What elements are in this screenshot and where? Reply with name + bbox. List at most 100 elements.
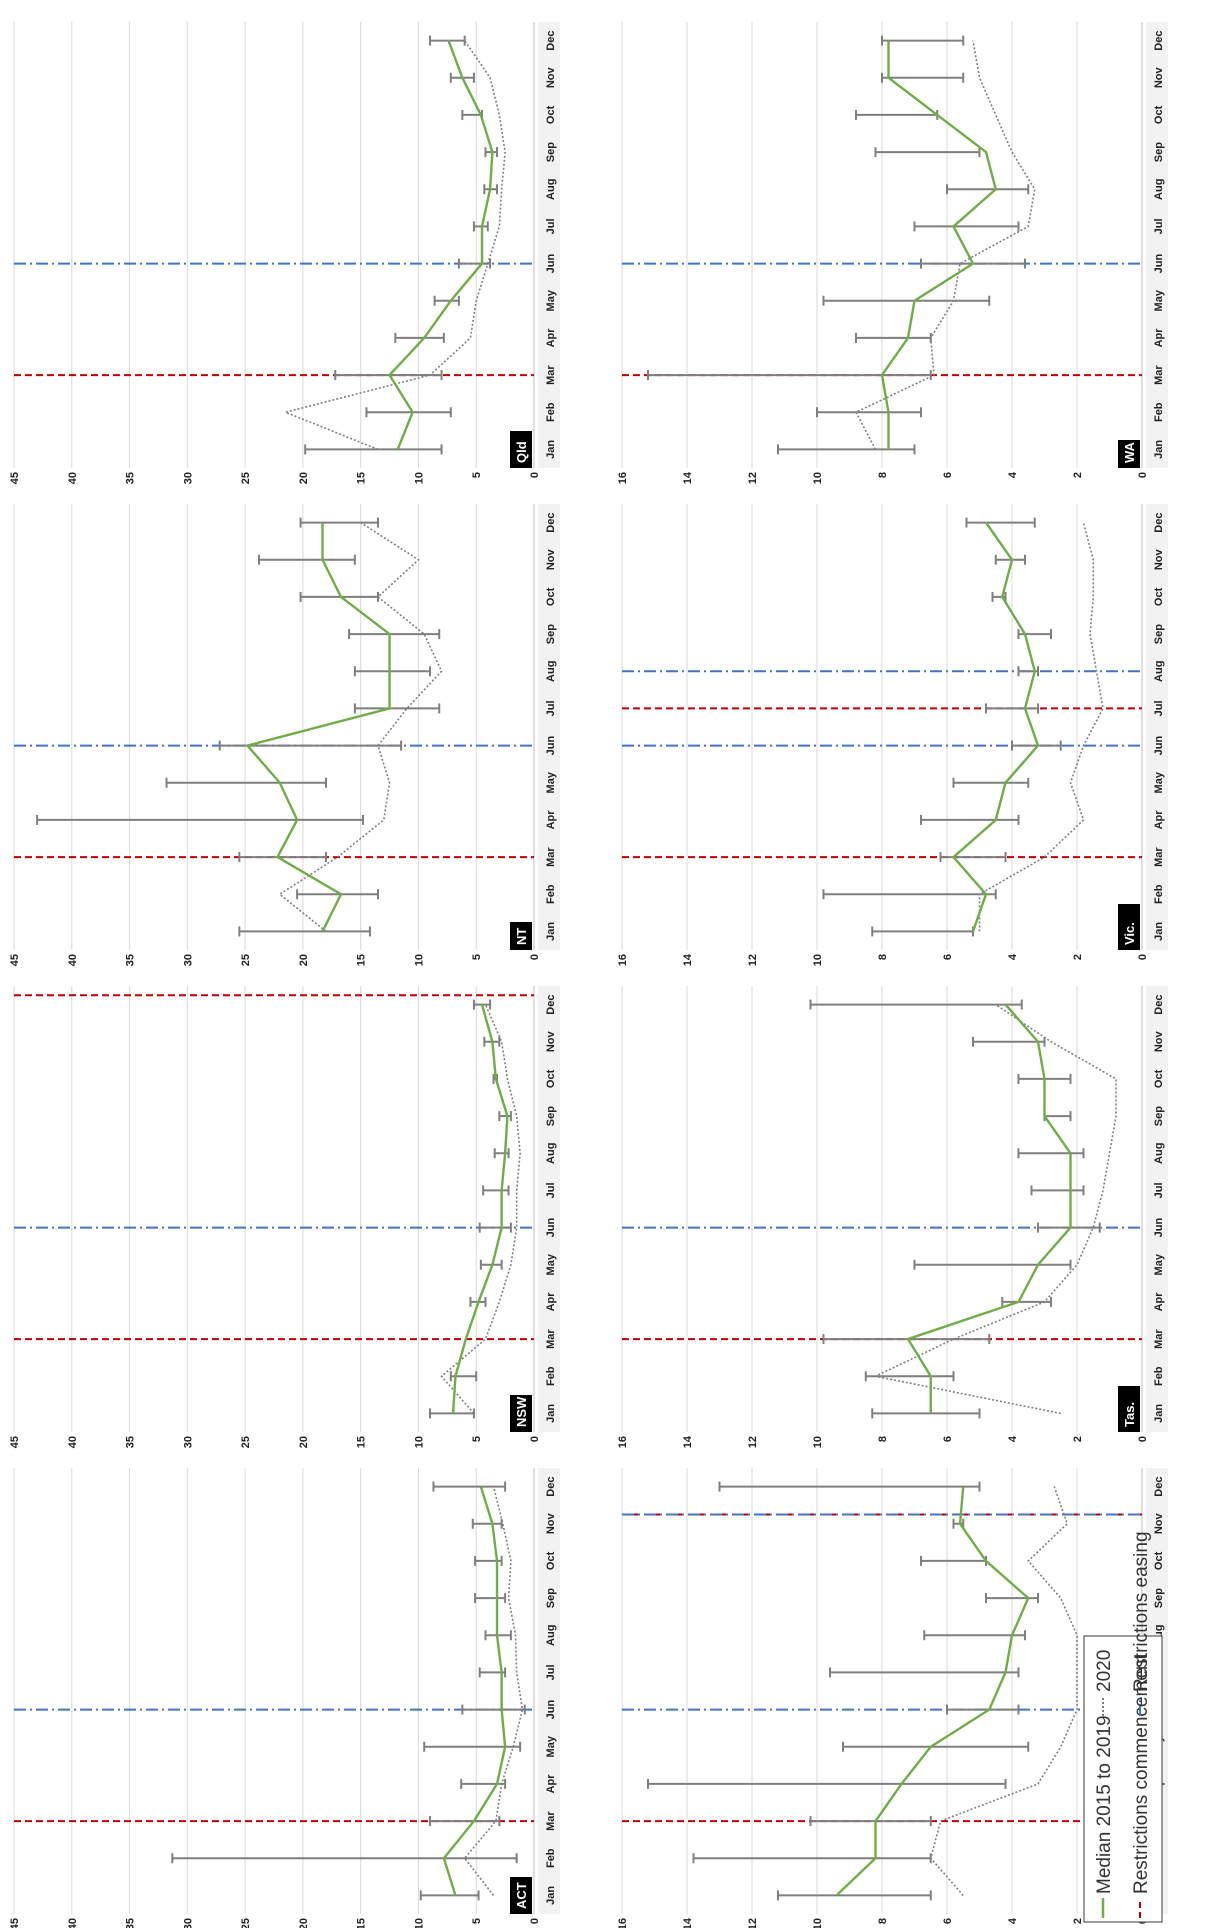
x-tick-label: Apr (545, 810, 557, 830)
series-2020-line (929, 1486, 1078, 1896)
x-tick-label: Jan (545, 1404, 557, 1423)
y-tick-label: 5 (471, 1436, 483, 1442)
x-tick-label: Mar (545, 1811, 557, 1831)
x-tick-label: Apr (545, 1774, 557, 1794)
category-strip (538, 22, 560, 468)
x-tick-label: Nov (1153, 1030, 1165, 1052)
x-tick-label: Aug (1153, 661, 1165, 682)
y-tick-label: 4 (1007, 953, 1019, 960)
x-tick-label: Feb (545, 1848, 557, 1868)
series-2020-line (440, 1004, 521, 1414)
x-tick-label: Feb (1153, 884, 1165, 904)
state-label: ACT (514, 1882, 529, 1909)
panel-nt: 0 5 10 15 20 25 30 35 40 45 Jan Feb Mar Apr May Jun Jul A… (9, 504, 560, 966)
x-tick-label: Sep (545, 1106, 557, 1126)
x-tick-label: Jan (1153, 440, 1165, 459)
x-tick-label: Apr (545, 1292, 557, 1312)
y-tick-label: 6 (942, 472, 954, 478)
y-tick-label: 0 (529, 1436, 541, 1442)
x-tick-label: Sep (1153, 142, 1165, 162)
x-tick-label: Dec (1153, 512, 1165, 532)
panel-vic: 0 2 4 6 8 10 12 14 16 Jan Feb Mar Apr May Jun Jul Aug Sep… (617, 504, 1168, 966)
x-tick-label: Jan (1153, 1404, 1165, 1423)
x-tick-label: Oct (1153, 1069, 1165, 1088)
chart-panels: 051015202530354045JanFebMarAprMayJunJulA… (9, 22, 1168, 1928)
x-tick-label: Dec (545, 1476, 557, 1496)
y-tick-label: 8 (877, 954, 889, 960)
state-label: Qld (514, 441, 529, 463)
x-tick-label: Sep (1153, 624, 1165, 644)
panel-tas: 0 2 4 6 8 10 12 14 16 Jan Feb Mar Apr May Jun Jul Aug Sep… (617, 986, 1168, 1448)
y-tick-label: 40 (67, 954, 79, 966)
x-tick-label: Jan (545, 440, 557, 459)
x-tick-label: May (1153, 771, 1165, 793)
state-label-box (1118, 440, 1140, 468)
x-tick-label: May (545, 289, 557, 311)
x-tick-label: Mar (1153, 365, 1165, 385)
y-tick-label: 30 (182, 1436, 194, 1448)
y-tick-label: 0 (1137, 1436, 1149, 1442)
x-tick-label: Apr (1153, 1292, 1165, 1312)
x-tick-label: Oct (1153, 587, 1165, 606)
y-tick-label: 14 (682, 1917, 694, 1928)
x-tick-label: Aug (1153, 1143, 1165, 1164)
series-median-line (442, 1486, 507, 1896)
y-tick-label: 12 (747, 954, 759, 966)
y-tick-label: 25 (240, 1436, 252, 1448)
x-tick-label: Jan (1153, 922, 1165, 941)
category-strip (1146, 504, 1168, 950)
x-tick-label: Aug (1153, 179, 1165, 200)
x-tick-label: Dec (1153, 1476, 1165, 1496)
state-label-box (510, 922, 532, 950)
y-tick-label: 2 (1072, 1436, 1084, 1442)
category-strip (538, 504, 560, 950)
x-tick-label: Feb (545, 402, 557, 422)
state-label-box (1118, 1386, 1140, 1432)
series-median-line (906, 1003, 1072, 1414)
y-tick-label: 4 (1007, 1435, 1019, 1442)
x-tick-label: Oct (1153, 105, 1165, 124)
y-tick-label: 16 (617, 1918, 629, 1928)
y-tick-label: 0 (1137, 954, 1149, 960)
y-tick-label: 0 (1137, 472, 1149, 478)
x-tick-label: Sep (545, 624, 557, 644)
y-tick-label: 10 (413, 1918, 425, 1928)
x-tick-label: Jun (545, 1218, 557, 1238)
y-tick-label: 15 (356, 1436, 368, 1448)
y-tick-label: 14 (682, 1435, 694, 1448)
y-tick-label: 4 (1007, 1917, 1019, 1924)
y-tick-label: 45 (9, 1918, 21, 1928)
state-label: NT (514, 928, 529, 945)
x-tick-label: Oct (545, 105, 557, 124)
y-tick-label: 12 (747, 1436, 759, 1448)
y-tick-label: 5 (471, 472, 483, 478)
y-tick-label: 20 (298, 1918, 310, 1928)
x-tick-label: Jun (545, 736, 557, 756)
y-tick-label: 16 (617, 1436, 629, 1448)
y-tick-label: 30 (182, 472, 194, 484)
x-tick-label: Jul (545, 1182, 557, 1198)
y-tick-label: 10 (413, 954, 425, 966)
x-tick-label: Oct (545, 1551, 557, 1570)
y-tick-label: 20 (298, 472, 310, 484)
x-tick-label: Mar (1153, 1329, 1165, 1349)
state-label: NSW (514, 1396, 529, 1427)
y-tick-label: 2 (1072, 1918, 1084, 1924)
y-tick-label: 20 (298, 1436, 310, 1448)
legend-commencement-label: Restrictions commencement (1131, 1654, 1152, 1894)
state-label-box (510, 431, 532, 468)
series-median-line (245, 522, 391, 932)
x-tick-label: Apr (1153, 328, 1165, 348)
y-tick-label: 45 (9, 954, 21, 966)
x-tick-label: Nov (545, 548, 557, 570)
y-tick-label: 16 (617, 472, 629, 484)
y-tick-label: 10 (413, 1436, 425, 1448)
x-tick-label: Feb (1153, 1366, 1165, 1386)
y-tick-label: 25 (240, 472, 252, 484)
legend-median-label: Median 2015 to 2019 (1094, 1715, 1115, 1894)
x-tick-label: Jan (545, 1886, 557, 1905)
x-tick-label: Jul (1153, 218, 1165, 234)
series-median-line (451, 1004, 509, 1414)
